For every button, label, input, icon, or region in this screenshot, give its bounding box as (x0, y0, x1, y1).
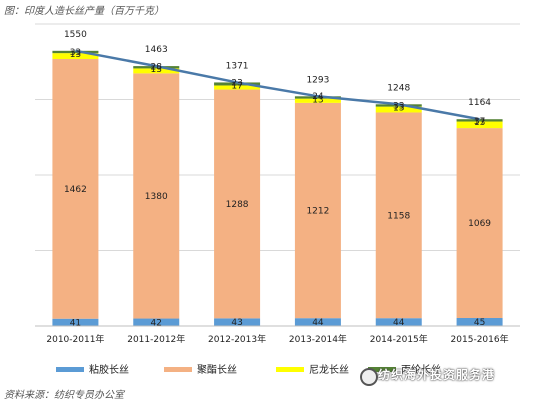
data-label-polypropylene: 13 (151, 65, 162, 75)
bar-segment-viscose (294, 318, 341, 326)
source-note: 资料来源：纺织专员办公室 (4, 390, 124, 401)
bar-segment-nylon (214, 85, 261, 90)
bar-segment-polyester (456, 128, 503, 319)
x-tick-label: 2012-2013年 (208, 333, 266, 345)
data-label-viscose: 42 (151, 318, 162, 328)
bar-segment-viscose (375, 318, 422, 326)
bar-segment-polyester (294, 102, 341, 319)
data-label-viscose: 44 (312, 318, 324, 328)
data-labels: 4114623313155042138028131463431288231713… (64, 30, 491, 329)
legend-label-polypropylene: 丙纶长丝 (401, 363, 441, 376)
legend-label-nylon: 尼龙长丝 (309, 363, 349, 376)
data-label-nylon: 28 (151, 62, 163, 72)
x-tick-label: 2010-2011年 (46, 333, 104, 345)
legend-label-viscose: 粘胶长丝 (89, 363, 129, 376)
bar-segment-viscose (456, 318, 503, 326)
total-label: 1550 (64, 30, 87, 40)
bar-segment-nylon (294, 98, 341, 103)
bar-segment-polyester (133, 73, 180, 319)
total-trend-line (75, 49, 480, 121)
data-label-nylon: 24 (312, 92, 324, 102)
total-label: 1248 (387, 83, 410, 93)
bar-segment-polypropylene (214, 82, 261, 86)
legend: 粘胶长丝 聚酯长丝 尼龙长丝 丙纶长丝 (56, 363, 441, 376)
bar-segment-polyester (52, 58, 99, 319)
data-label-polyester: 1288 (226, 200, 249, 210)
legend-swatch-viscose (56, 367, 84, 372)
data-label-viscose: 45 (474, 318, 485, 328)
gridlines (35, 23, 520, 327)
data-label-polyester: 1380 (145, 192, 168, 202)
bar-segment-viscose (52, 318, 99, 326)
legend-swatch-polyester (164, 367, 192, 372)
bar-segment-polypropylene (456, 119, 503, 122)
data-label-polyester: 1069 (468, 219, 491, 229)
legend-swatch-polypropylene (368, 367, 396, 372)
watermark-text: 纺织海外投资服务港 (378, 368, 496, 382)
chart-title: 图：印度人造长丝产量（百万千克） (4, 6, 164, 17)
data-label-nylon: 33 (393, 101, 404, 111)
bar-segment-nylon (133, 68, 180, 74)
data-label-polypropylene: 13 (474, 118, 485, 128)
bar-stacks (52, 50, 503, 326)
bar-segment-polyester (375, 112, 422, 319)
data-label-polypropylene: 17 (231, 81, 242, 91)
data-label-viscose: 43 (231, 318, 242, 328)
x-tick-label: 2011-2012年 (127, 333, 185, 345)
bar-segment-nylon (456, 121, 503, 129)
total-label: 1293 (306, 75, 329, 85)
watermark-logo-icon (360, 368, 378, 386)
x-tick-label: 2013-2014年 (289, 333, 347, 345)
data-label-polypropylene: 13 (312, 95, 323, 105)
bar-segment-viscose (214, 318, 261, 326)
data-label-polyester: 1462 (64, 185, 87, 195)
data-label-polyester: 1158 (387, 211, 410, 221)
total-label: 1371 (226, 61, 249, 71)
data-label-polypropylene: 13 (70, 50, 81, 60)
data-label-polypropylene: 13 (393, 103, 404, 113)
legend-label-polyester: 聚酯长丝 (197, 364, 237, 376)
total-label: 1463 (145, 45, 168, 55)
bar-segment-nylon (52, 53, 99, 59)
bar-segment-nylon (375, 106, 422, 113)
data-label-viscose: 44 (393, 318, 405, 328)
legend-swatch-nylon (276, 367, 304, 372)
bar-segment-polyester (214, 89, 261, 319)
trend-line (75, 49, 480, 121)
data-label-polyester: 1212 (306, 207, 329, 217)
total-label: 1164 (468, 98, 491, 108)
data-label-nylon: 33 (70, 48, 81, 58)
x-tick-label: 2015-2016年 (451, 333, 509, 345)
x-tick-label: 2014-2015年 (370, 333, 428, 345)
data-label-nylon: 23 (231, 79, 242, 89)
data-label-viscose: 41 (70, 318, 81, 328)
data-label-nylon: 37 (474, 117, 485, 127)
x-axis: 2010-2011年 2011-2012年 2012-2013年 2013-2014年… (35, 325, 520, 345)
bar-segment-viscose (133, 318, 180, 326)
